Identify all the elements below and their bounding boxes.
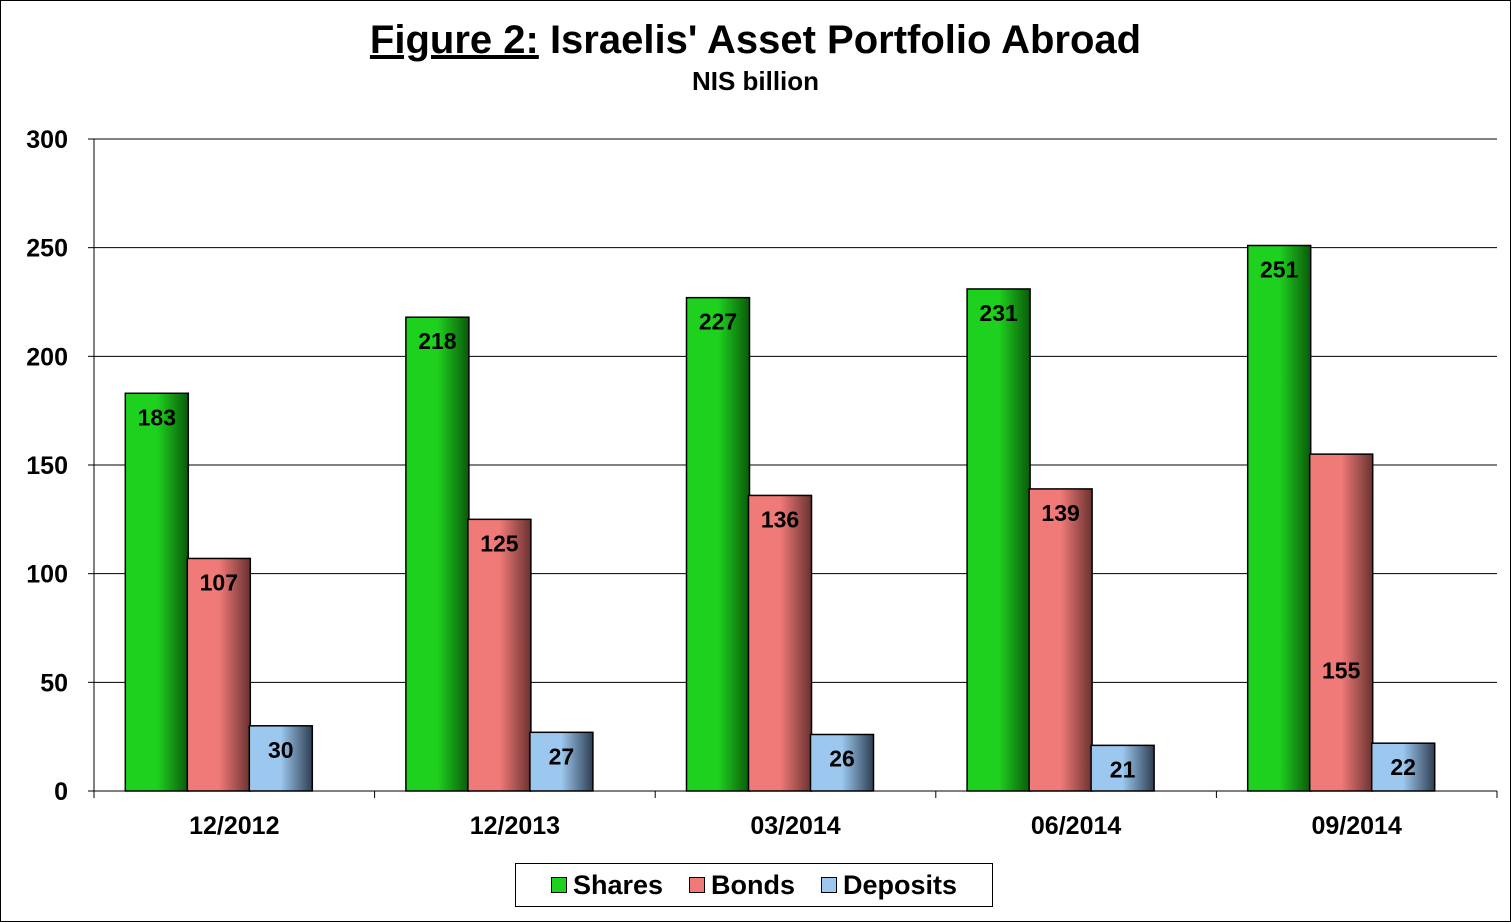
chart-title: Figure 2: Israelis' Asset Portfolio Abro… — [0, 14, 1511, 66]
legend-swatch-shares — [550, 877, 567, 893]
legend-label-deposits: Deposits — [843, 869, 958, 900]
bar-shares — [1246, 244, 1312, 792]
chart-subtitle: NIS billion — [691, 66, 820, 96]
y-tick-label: 0 — [54, 778, 68, 806]
bar-bonds — [747, 494, 813, 792]
legend-swatch-bonds — [689, 877, 706, 893]
chart-title-text: Israelis' Asset Portfolio Abroad — [538, 18, 1142, 62]
bars — [124, 244, 1436, 792]
data-label-bonds: 107 — [200, 569, 238, 595]
data-label-bonds: 136 — [761, 506, 799, 532]
y-tick-label: 300 — [26, 126, 68, 154]
data-label-bonds: 155 — [1322, 658, 1361, 684]
x-tick-label: 03/2014 — [750, 812, 840, 840]
data-label-shares: 251 — [1260, 256, 1299, 282]
data-label-deposits: 27 — [549, 743, 575, 769]
legend-item-deposits: Deposits — [821, 870, 957, 901]
data-label-deposits: 22 — [1390, 754, 1416, 780]
data-label-deposits: 30 — [268, 737, 294, 763]
bar-bonds — [1308, 453, 1374, 792]
legend-swatch-deposits — [821, 877, 838, 893]
chart-legend: Shares Bonds Deposits — [515, 863, 993, 907]
legend-item-bonds: Bonds — [689, 870, 795, 901]
data-label-bonds: 139 — [1041, 500, 1079, 526]
data-label-bonds: 125 — [480, 530, 519, 556]
data-label-deposits: 21 — [1110, 756, 1136, 782]
x-tick-label: 12/2012 — [189, 812, 279, 840]
bar-bonds — [186, 557, 252, 792]
bar-shares — [685, 296, 751, 792]
y-tick-label: 50 — [40, 669, 68, 697]
legend-label-shares: Shares — [572, 869, 664, 900]
bar-shares — [405, 316, 470, 792]
x-tick-label: 06/2014 — [1031, 812, 1121, 840]
data-label-deposits: 26 — [829, 745, 855, 771]
data-labels: 183 107 30 218 125 27 227 136 26 231 139 21 251 155 22 — [138, 256, 1416, 782]
bar-shares — [966, 288, 1031, 792]
data-label-shares: 227 — [699, 309, 737, 335]
bar-shares — [124, 392, 190, 792]
legend-label-bonds: Bonds — [711, 869, 796, 900]
legend-item-shares: Shares — [550, 869, 664, 901]
bar-bonds — [467, 518, 532, 792]
y-tick-label: 250 — [26, 235, 68, 263]
y-tick-label: 200 — [26, 343, 68, 371]
bar-bonds — [1028, 488, 1093, 792]
data-label-shares: 218 — [418, 328, 457, 354]
x-tick-label: 12/2013 — [470, 812, 560, 840]
y-tick-label: 150 — [26, 452, 68, 480]
bar-deposits — [248, 725, 314, 792]
axes: 0 50 100 150 200 250 300 12/2012 12/2013 03/2014 0… — [26, 126, 1498, 840]
bar-deposits — [809, 733, 875, 792]
data-label-shares: 183 — [138, 404, 176, 430]
x-tick-label: 09/2014 — [1312, 812, 1402, 840]
data-label-shares: 231 — [979, 300, 1018, 326]
chart-title-lead: Figure 2: — [369, 18, 539, 62]
y-tick-label: 100 — [26, 561, 68, 589]
